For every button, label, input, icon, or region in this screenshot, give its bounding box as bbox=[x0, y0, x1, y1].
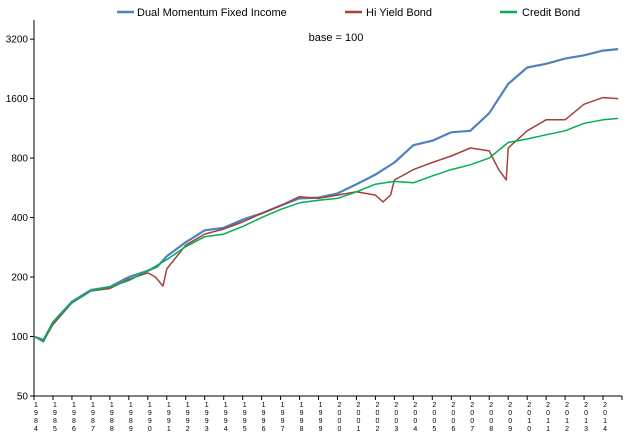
legend-label-2: Hi Yield Bond bbox=[366, 7, 432, 19]
series-line-1 bbox=[33, 48, 619, 342]
legend: Dual Momentum Fixed Income Hi Yield Bond C… bbox=[117, 7, 580, 19]
legend-label-1: Dual Momentum Fixed Income bbox=[137, 7, 287, 19]
base-annotation: base = 100 bbox=[309, 32, 364, 44]
y-tick-label: 3200 bbox=[6, 35, 29, 46]
y-axis: 50 100 200 400 800 1600 3200 bbox=[6, 35, 34, 403]
series-group bbox=[33, 48, 619, 343]
y-tick-label: 800 bbox=[11, 154, 28, 165]
y-tick-label: 200 bbox=[11, 273, 28, 284]
y-tick-label: 400 bbox=[11, 213, 28, 224]
y-tick-label: 50 bbox=[17, 392, 29, 403]
legend-label-3: Credit Bond bbox=[522, 7, 580, 19]
y-tick-label: 1600 bbox=[6, 94, 29, 105]
x-axis: 1 9 8 4 1 9 8 5 1 9 8 6 1 9 8 7 1 9 8 8 1 9 8 9 1 9 9 0 1 9 9 1 1 9 9 2 1 9 9 3… bbox=[33, 396, 623, 433]
series-line-2 bbox=[33, 96, 619, 342]
series-line-3 bbox=[33, 117, 619, 343]
y-tick-label: 100 bbox=[11, 332, 28, 343]
